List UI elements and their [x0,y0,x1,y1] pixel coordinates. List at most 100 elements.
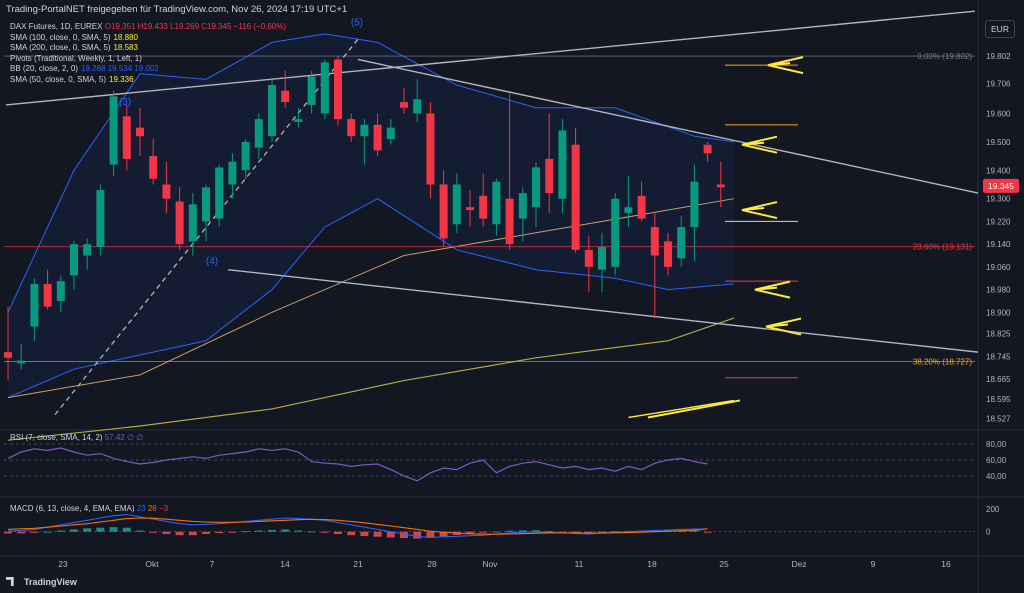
rsi-legend[interactable]: RSI (7, close, SMA, 14, 2) 57.42 ∅ ∅ [10,433,143,442]
price-tick-label: 18.825 [986,330,1011,339]
legend-bb-row[interactable]: BB (20, close, 2, 0) 19.268 19.534 19.002 [10,64,286,75]
candle-body [228,161,237,185]
currency-button[interactable]: EUR [985,20,1015,38]
candle-body [17,360,26,364]
macd-histogram-bar [109,527,118,532]
time-axis-label: 23 [58,559,68,569]
macd-legend[interactable]: MACD (6, 13, close, 4, EMA, EMA) 23 26 −… [10,504,168,513]
macd-histogram-bar [690,530,699,532]
candle-body [650,227,659,256]
time-axis-label: Nov [482,559,498,569]
candle-body [109,96,118,165]
macd-histogram-bar [307,531,316,533]
annotation-arrow [741,135,778,154]
macd-histogram-bar [122,527,131,532]
candle-body [664,241,672,267]
annotation-arrow [765,317,802,336]
bb-value: 19.268 19.534 19.002 [81,64,159,74]
elliott-wave-label: (3) [119,97,131,108]
annotation-arrow [767,56,804,75]
macd-histogram-bar [162,531,171,534]
macd-histogram-bar [611,531,620,533]
sma200-label: SMA (200, close, 0, SMA, 5) [10,43,111,53]
time-axis-label: 11 [575,559,584,569]
time-axis-label: 9 [871,559,876,569]
branding-label: TradingView [24,577,77,587]
pivots-label: Pivots (Traditional, Weekly, 1, Left, 1) [10,53,142,63]
candle-body [83,244,92,256]
macd-histogram-bar [347,531,356,536]
candle-body [479,195,488,219]
fib-level-label: 23,60% (19.131) [913,243,972,252]
candle-body [4,352,12,358]
macd-histogram-bar [215,531,224,534]
legend-instrument-row[interactable]: DAX Futures, 1D, EUREX O19.351 H19.433 L… [10,22,286,33]
bb-label: BB (20, close, 2, 0) [10,64,79,74]
macd-histogram-bar [373,531,382,537]
legend-pivots-row[interactable]: Pivots (Traditional, Weekly, 1, Left, 1) [10,54,286,65]
macd-histogram-bar [558,531,567,533]
tradingview-logo[interactable]: TradingView [6,577,77,587]
time-axis-label: 25 [719,559,729,569]
ohlc-values: O19.351 H19.433 L19.269 C19.345 −116 (−0… [104,22,287,31]
price-tick-label: 18.527 [986,414,1011,423]
rsi-label: RSI (7, close, SMA, 14, 2) [10,433,103,442]
candle-body [122,116,131,159]
candle-body [254,119,263,148]
macd-histogram-bar [202,531,210,534]
candle-body [268,85,276,137]
candle-body [532,167,540,208]
macd-histogram-bar [149,531,158,533]
macd-histogram-bar [598,531,606,533]
candle-body [505,198,514,245]
macd-histogram-bar [413,531,422,539]
macd-histogram-bar [268,530,276,532]
candle-body [56,281,65,301]
price-tick-label: 19.140 [986,240,1011,249]
trendline-channel-top [357,58,979,194]
candle-body [690,181,699,228]
macd-histogram-bar [400,531,408,538]
candle-body [558,130,567,199]
macd-histogram-bar [83,528,92,532]
annotation-arrow [754,280,791,299]
price-tick-label: 18.665 [986,375,1011,384]
annotation-arrow [741,201,778,220]
candle-body [439,184,448,239]
macd-histogram-bar [426,531,435,538]
candle-body [30,283,39,327]
rsi-tick-label: 60,00 [986,456,1007,465]
macd-histogram-bar [43,531,52,533]
candle-body [241,141,250,171]
signal-value: 26 [147,504,157,513]
macd-histogram-bar [17,531,26,534]
macd-histogram-bar [334,531,342,534]
macd-tick-label: 200 [986,505,1000,514]
price-tick-label: 19.500 [986,138,1011,147]
candle-body [703,144,712,154]
price-tick-label: 19.300 [986,195,1011,204]
candle-body [43,283,52,307]
elliott-wave-label: (5) [351,17,363,28]
macd-histogram-bar [188,531,197,536]
time-axis-label: 18 [647,559,657,569]
sma50-line [7,198,735,399]
candle-body [70,244,78,276]
sma100-label: SMA (100, close, 0, SMA, 5) [10,32,111,42]
macd-histogram-bar [320,531,329,533]
macd-histogram-bar [136,530,144,532]
time-axis-label: 21 [353,559,363,569]
chart-legend: DAX Futures, 1D, EUREX O19.351 H19.433 L… [10,22,286,86]
legend-sma100-row[interactable]: SMA (100, close, 0, SMA, 5) 18.880 [10,33,286,44]
macd-histogram-bar [479,531,488,533]
legend-sma50-row[interactable]: SMA (50, close, 0, SMA, 5) 19.336 [10,75,286,86]
sma50-label: SMA (50, close, 0, SMA, 5) [10,74,107,84]
macd-histogram-bar [294,530,303,532]
trendline-channel-bottom [227,269,979,353]
macd-histogram-bar [70,529,78,532]
time-axis-label: Dez [791,559,806,569]
legend-sma200-row[interactable]: SMA (200, close, 0, SMA, 5) 18.583 [10,43,286,54]
macd-histogram-bar [228,531,237,533]
candle-body [400,102,408,108]
